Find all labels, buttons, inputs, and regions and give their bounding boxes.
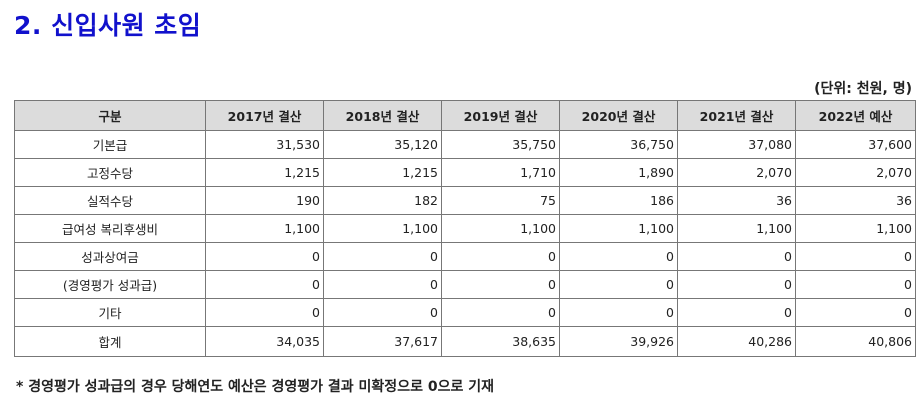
table-cell: 2,070 <box>795 158 916 187</box>
row-label: 합계 <box>14 326 206 357</box>
table-cell: 40,286 <box>677 326 796 357</box>
column-header: 구분 <box>14 100 206 131</box>
table-cell: 0 <box>677 270 796 299</box>
table-cell: 0 <box>205 270 324 299</box>
table-row: 기본급 31,530 35,120 35,750 36,750 37,080 3… <box>14 130 916 159</box>
table-cell: 1,215 <box>323 158 442 187</box>
table-cell: 0 <box>795 242 916 271</box>
table-cell: 0 <box>795 298 916 327</box>
table-cell: 0 <box>205 242 324 271</box>
row-label: 실적수당 <box>14 186 206 215</box>
table-cell: 0 <box>559 242 678 271</box>
column-header: 2017년 결산 <box>205 100 324 131</box>
table-row: 고정수당 1,215 1,215 1,710 1,890 2,070 2,070 <box>14 158 916 187</box>
table-cell: 39,926 <box>559 326 678 357</box>
table-cell: 1,100 <box>441 214 560 243</box>
table-cell: 0 <box>441 270 560 299</box>
table-cell: 0 <box>677 298 796 327</box>
table-cell: 0 <box>323 298 442 327</box>
column-header: 2022년 예산 <box>795 100 916 131</box>
table-cell: 2,070 <box>677 158 796 187</box>
table-cell: 0 <box>441 298 560 327</box>
table-cell: 1,100 <box>205 214 324 243</box>
table-cell: 0 <box>795 270 916 299</box>
page-title: 2. 신입사원 초임 <box>14 11 202 40</box>
table-cell: 36 <box>795 186 916 215</box>
table-cell: 37,080 <box>677 130 796 159</box>
table-cell: 0 <box>677 242 796 271</box>
row-label: 성과상여금 <box>14 242 206 271</box>
table-row: 급여성 복리후생비 1,100 1,100 1,100 1,100 1,100 … <box>14 214 916 243</box>
table-cell: 0 <box>323 270 442 299</box>
table-row: 성과상여금 0 0 0 0 0 0 <box>14 242 916 271</box>
table-cell: 36 <box>677 186 796 215</box>
table-row: 기타 0 0 0 0 0 0 <box>14 298 916 327</box>
table-header-row: 구분 2017년 결산 2018년 결산 2019년 결산 2020년 결산 2… <box>14 100 916 131</box>
table-cell: 0 <box>559 270 678 299</box>
table-cell: 37,617 <box>323 326 442 357</box>
table-cell: 75 <box>441 186 560 215</box>
table-cell: 1,710 <box>441 158 560 187</box>
table-cell: 31,530 <box>205 130 324 159</box>
table-cell: 1,215 <box>205 158 324 187</box>
table-cell: 0 <box>441 242 560 271</box>
table-cell: 0 <box>559 298 678 327</box>
table-cell: 38,635 <box>441 326 560 357</box>
row-label: 기본급 <box>14 130 206 159</box>
total-row: 합계 34,035 37,617 38,635 39,926 40,286 40… <box>14 326 916 357</box>
table-cell: 37,600 <box>795 130 916 159</box>
table-cell: 1,100 <box>677 214 796 243</box>
table-cell: 36,750 <box>559 130 678 159</box>
table-row: 실적수당 190 182 75 186 36 36 <box>14 186 916 215</box>
table-cell: 35,120 <box>323 130 442 159</box>
row-label: 고정수당 <box>14 158 206 187</box>
table-cell: 40,806 <box>795 326 916 357</box>
column-header: 2020년 결산 <box>559 100 678 131</box>
column-header: 2018년 결산 <box>323 100 442 131</box>
table-cell: 35,750 <box>441 130 560 159</box>
footnote: * 경영평가 성과급의 경우 당해연도 예산은 경영평가 결과 미확정으로 0으… <box>16 379 494 395</box>
salary-table: 구분 2017년 결산 2018년 결산 2019년 결산 2020년 결산 2… <box>14 100 916 357</box>
unit-note: (단위: 천원, 명) <box>814 81 912 97</box>
table-cell: 190 <box>205 186 324 215</box>
table-cell: 1,100 <box>559 214 678 243</box>
row-label: 기타 <box>14 298 206 327</box>
table-cell: 1,890 <box>559 158 678 187</box>
table-cell: 1,100 <box>323 214 442 243</box>
table-cell: 0 <box>205 298 324 327</box>
row-label: (경영평가 성과급) <box>14 270 206 299</box>
table-cell: 34,035 <box>205 326 324 357</box>
table-cell: 1,100 <box>795 214 916 243</box>
table-cell: 182 <box>323 186 442 215</box>
table-cell: 0 <box>323 242 442 271</box>
table-row: (경영평가 성과급) 0 0 0 0 0 0 <box>14 270 916 299</box>
row-label: 급여성 복리후생비 <box>14 214 206 243</box>
table-cell: 186 <box>559 186 678 215</box>
column-header: 2019년 결산 <box>441 100 560 131</box>
column-header: 2021년 결산 <box>677 100 796 131</box>
